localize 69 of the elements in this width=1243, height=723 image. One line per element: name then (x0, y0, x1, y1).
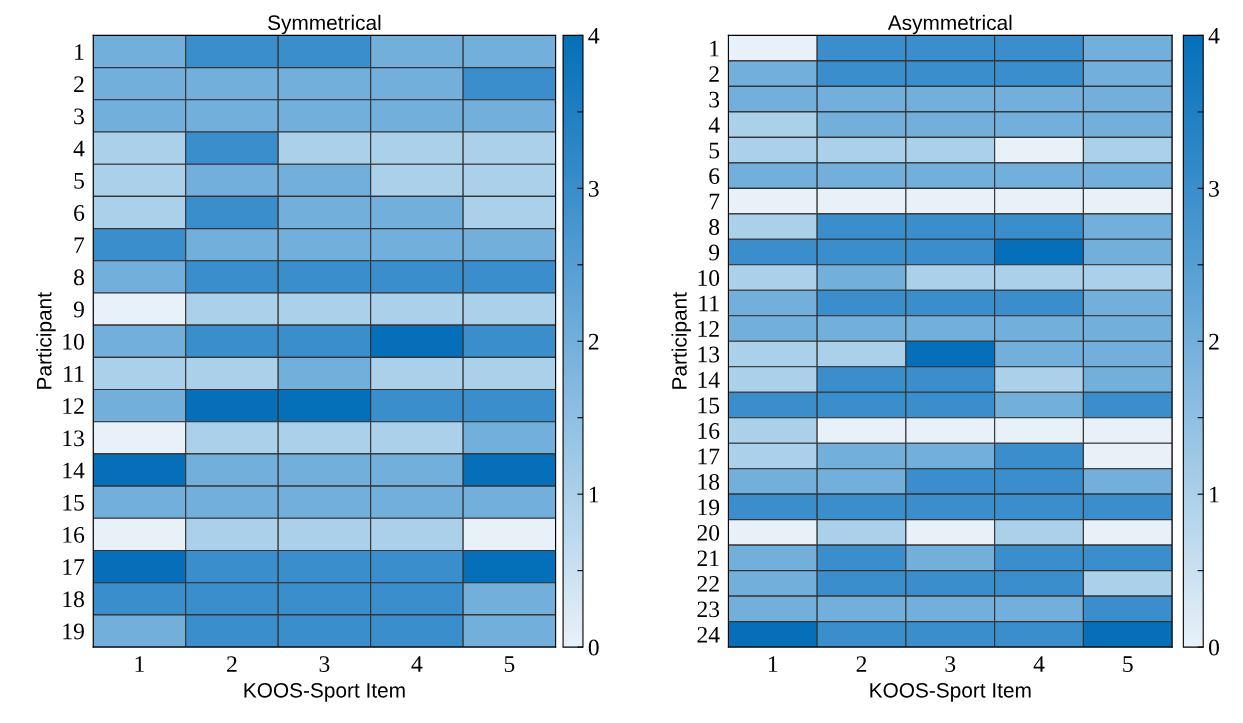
y-tick-label: 3 (74, 108, 84, 125)
color-bar-label: 2 (588, 333, 599, 350)
color-bar-label: 3 (588, 180, 599, 197)
x-tick-label: 4 (411, 656, 423, 672)
x-tick-label: 1 (135, 656, 144, 672)
chart-title: Symmetrical (268, 14, 381, 35)
y-tick-label: 21 (697, 550, 719, 567)
x-tick-label: 2 (227, 656, 237, 672)
y-tick-label: 9 (709, 244, 720, 261)
y-tick-label: 12 (63, 398, 84, 414)
y-tick-label: 14 (63, 462, 85, 479)
y-tick-label: 4 (708, 117, 720, 133)
y-tick-label: 12 (698, 321, 719, 337)
y-tick-label: 2 (709, 66, 719, 82)
y-axis-title: Participant (671, 292, 691, 389)
color-bar-label: 4 (1208, 28, 1220, 44)
y-tick-label: 24 (697, 626, 720, 643)
x-tick-label: 2 (856, 656, 867, 672)
y-tick-label: 8 (709, 219, 720, 235)
x-tick-label: 1 (768, 656, 778, 672)
x-axis-title: KOOS-Sport Item (870, 682, 1031, 702)
x-tick-label: 5 (504, 656, 515, 673)
color-bar-label: 0 (588, 639, 599, 656)
color-bar-label: 1 (1210, 486, 1219, 503)
y-tick-label: 20 (697, 524, 720, 541)
y-tick-label: 2 (74, 76, 84, 92)
y-tick-label: 22 (697, 575, 719, 592)
y-tick-label: 19 (63, 623, 84, 640)
color-bar-label: 0 (1208, 639, 1219, 656)
color-bar-label: 3 (1209, 180, 1219, 197)
y-tick-label: 3 (709, 91, 720, 108)
chart-title: Asymmetrical (887, 14, 1012, 35)
x-tick-label: 3 (319, 656, 330, 673)
y-tick-label: 4 (73, 140, 85, 157)
y-tick-label: 15 (63, 494, 84, 511)
color-bar-label: 2 (1209, 333, 1219, 350)
y-tick-label: 17 (63, 559, 85, 575)
color-bar-label: 4 (588, 28, 600, 44)
y-tick-label: 16 (698, 423, 720, 439)
y-tick-label: 6 (709, 168, 720, 185)
y-tick-label: 18 (63, 591, 84, 608)
y-axis-title: Participant (36, 292, 56, 389)
y-tick-label: 1 (710, 40, 719, 57)
y-tick-label: 13 (698, 346, 720, 363)
y-tick-label: 7 (74, 237, 85, 253)
y-tick-label: 16 (63, 526, 85, 543)
y-tick-label: 17 (698, 448, 720, 465)
y-tick-label: 10 (63, 333, 84, 350)
y-tick-label: 14 (698, 372, 720, 388)
y-tick-label: 5 (74, 173, 84, 189)
y-tick-label: 15 (698, 397, 720, 414)
x-tick-label: 4 (1033, 656, 1045, 672)
x-tick-label: 3 (945, 656, 956, 673)
y-tick-label: 19 (698, 499, 720, 516)
y-tick-label: 6 (74, 205, 85, 221)
x-tick-label: 5 (1123, 656, 1133, 673)
y-tick-label: 10 (698, 270, 720, 286)
y-tick-label: 11 (64, 366, 84, 382)
y-tick-label: 7 (709, 193, 720, 210)
y-tick-label: 8 (73, 269, 84, 286)
y-tick-label: 5 (709, 142, 720, 159)
y-tick-label: 23 (697, 601, 720, 618)
y-tick-label: 18 (698, 473, 720, 490)
color-bar-label: 1 (589, 486, 599, 503)
y-tick-label: 13 (63, 430, 84, 447)
x-axis-title: KOOS-Sport Item (244, 682, 405, 702)
y-tick-label: 11 (699, 295, 719, 312)
y-tick-label: 9 (73, 301, 84, 318)
y-tick-label: 1 (75, 44, 84, 60)
